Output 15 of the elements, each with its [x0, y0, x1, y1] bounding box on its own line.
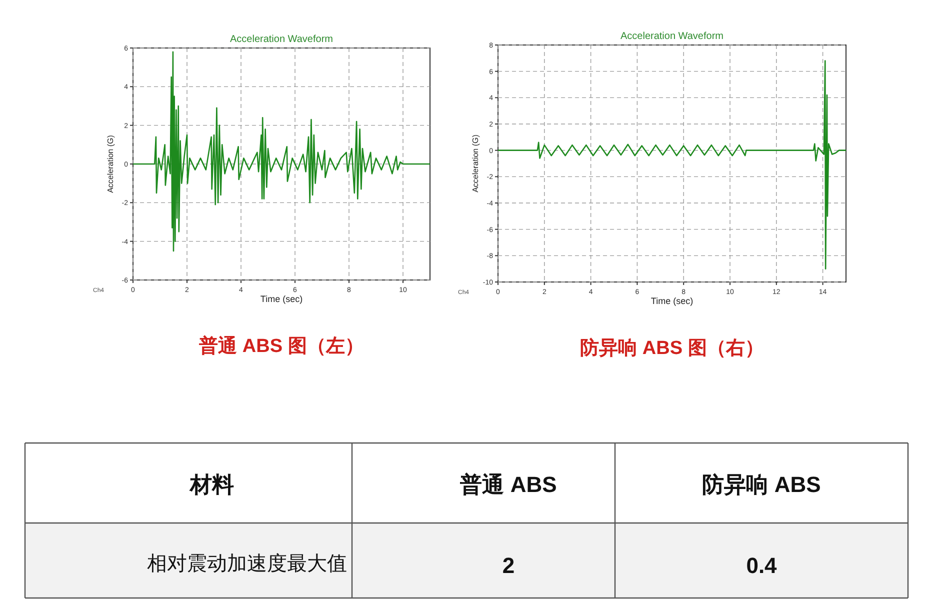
data-label: 0.4 — [746, 553, 778, 578]
chart-title: Acceleration Waveform — [620, 31, 724, 42]
line-series — [132, 51, 431, 252]
text: 防异响 ABS 图（右） — [580, 337, 764, 359]
x-axis-title: Time (sec) — [260, 294, 303, 304]
text: 相对震动加速度最大值 — [147, 553, 347, 575]
y-axis-title: Acceleration (G) — [106, 134, 115, 193]
line-series — [497, 60, 847, 270]
y-axis-title: Acceleration (G) — [471, 134, 480, 192]
chart-title: Acceleration Waveform — [230, 34, 333, 45]
text: 材料 — [189, 472, 234, 497]
category-label: 普通 ABS — [459, 472, 557, 497]
category-label: 防异响 ABS — [702, 472, 821, 497]
text: 普通 ABS 图（左） — [198, 335, 364, 357]
x-axis-title: Time (sec) — [650, 296, 694, 306]
